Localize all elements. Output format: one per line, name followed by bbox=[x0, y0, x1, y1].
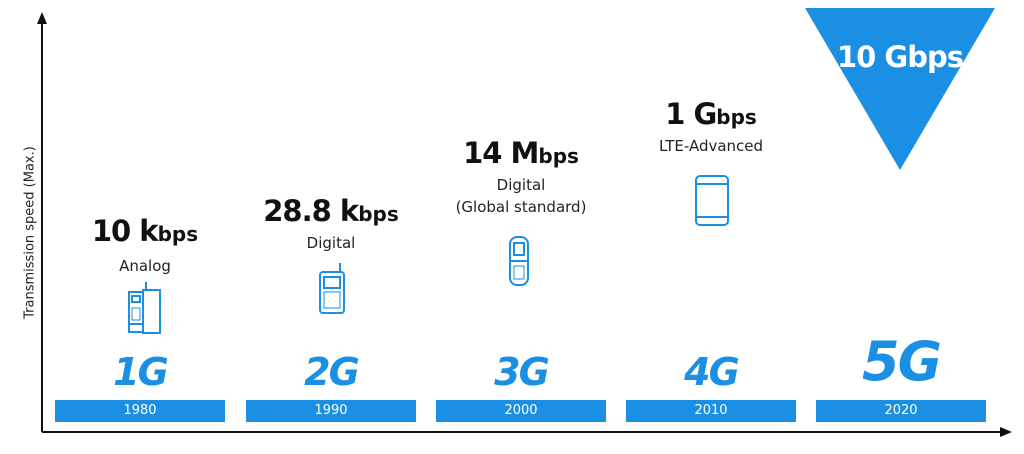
gen-label-4g: 4G bbox=[684, 350, 740, 394]
gen-label-1g: 1G bbox=[113, 350, 169, 394]
gen-label-2g: 2G bbox=[304, 350, 360, 394]
y-axis-arrow-icon bbox=[37, 12, 47, 24]
speed-value: 1 G bbox=[665, 97, 717, 131]
desc-2g: Digital bbox=[306, 234, 356, 252]
speed-5g: 10 Gbps bbox=[836, 40, 964, 74]
desc-4g: LTE-Advanced bbox=[658, 137, 764, 155]
x-axis-arrow-icon bbox=[1000, 427, 1012, 437]
speed-2g: 28.8 kbps bbox=[221, 194, 441, 228]
speed-unit: bps bbox=[716, 105, 757, 129]
speed-3g: 14 Mbps bbox=[411, 136, 631, 170]
speed-value: 28.8 k bbox=[263, 194, 359, 228]
year-bar-2010: 2010 bbox=[626, 400, 796, 422]
gen-label-3g: 3G bbox=[494, 350, 550, 394]
gen-label-5g: 5G bbox=[862, 330, 942, 393]
5g-speed-triangle bbox=[805, 8, 995, 170]
speed-4g: 1 Gbps bbox=[601, 97, 821, 131]
speed-unit: bps bbox=[538, 144, 579, 168]
flip-phone-icon bbox=[509, 236, 529, 286]
speed-unit: bps bbox=[157, 222, 199, 246]
analog-phone-icon bbox=[128, 282, 161, 334]
year-bar-2020: 2020 bbox=[816, 400, 986, 422]
speed-1g: 10 kbps bbox=[35, 214, 255, 248]
speed-value: 10 k bbox=[91, 214, 159, 248]
speed-value: 14 M bbox=[463, 136, 539, 170]
desc-1g: Analog bbox=[119, 257, 171, 275]
year-bar-1980: 1980 bbox=[55, 400, 225, 422]
smartphone-icon bbox=[695, 175, 729, 226]
desc-3g-line1: Digital bbox=[496, 176, 546, 194]
speed-unit: bps bbox=[358, 202, 399, 226]
year-bar-2000: 2000 bbox=[436, 400, 606, 422]
feature-phone-icon bbox=[319, 263, 345, 314]
desc-3g-line2: (Global standard) bbox=[455, 198, 587, 216]
year-bar-1990: 1990 bbox=[246, 400, 416, 422]
